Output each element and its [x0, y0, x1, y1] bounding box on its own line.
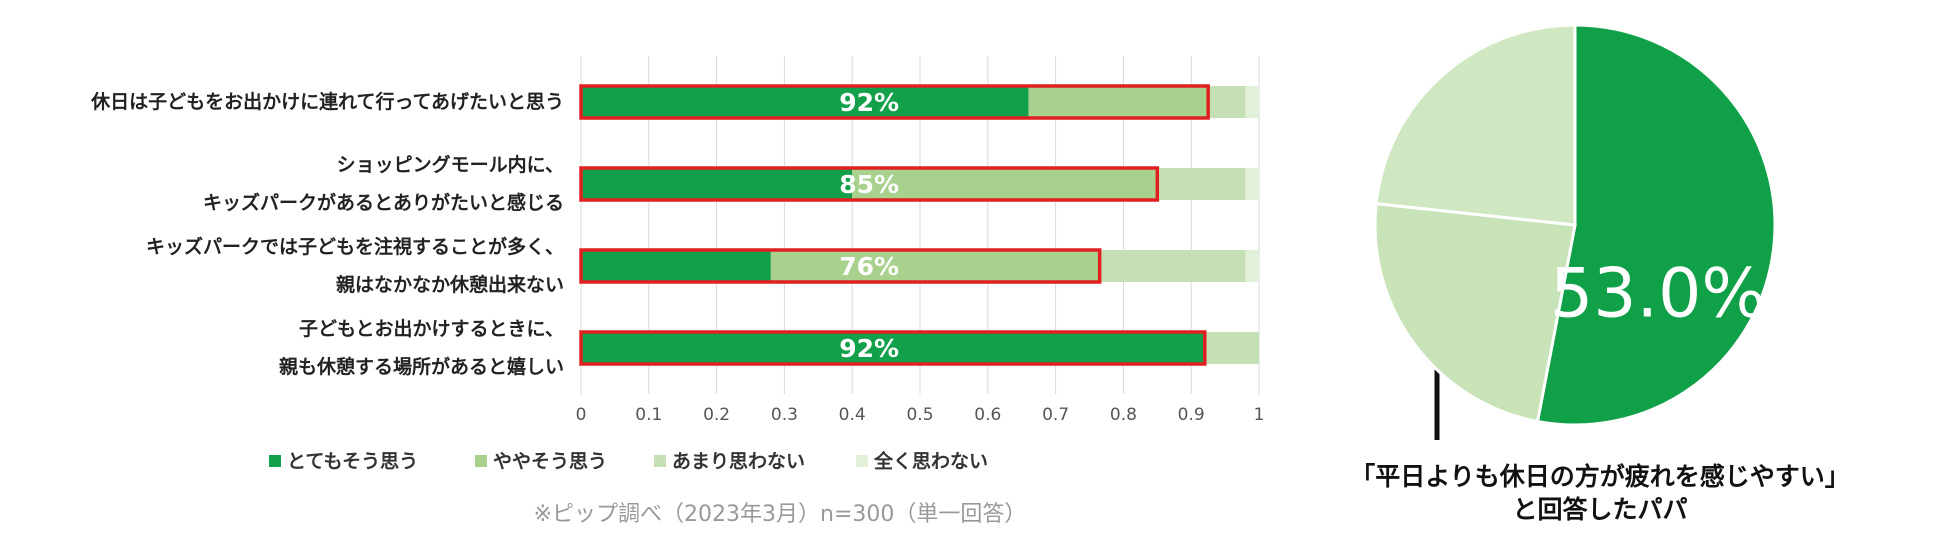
legend-label: とてもそう思う: [287, 451, 418, 473]
highlight-box: [579, 248, 1102, 284]
category-label: キッズパークでは子どもを注視することが多く、 親はなかなか休憩出来ない: [145, 236, 564, 296]
bar-segment: [1245, 250, 1259, 282]
x-tick-label: 0.5: [906, 405, 933, 425]
legend-marker: [269, 455, 281, 467]
bar-label: 92%: [839, 88, 899, 117]
x-tick-label: 0.4: [839, 405, 866, 425]
pie-slice: [1374, 23, 1577, 227]
highlight-box: [579, 84, 1210, 120]
category-label: 休日は子どもをお出かけに連れて行ってあげたいと思う: [91, 91, 564, 113]
x-tick-label: 0.3: [771, 405, 798, 425]
bar-segment: [1245, 86, 1259, 118]
x-tick-label: 0: [576, 405, 587, 425]
legend-marker: [856, 455, 868, 467]
x-tick-label: 0.1: [635, 405, 662, 425]
x-tick-label: 0.8: [1110, 405, 1137, 425]
legend-marker: [654, 455, 666, 467]
x-tick-label: 0.2: [703, 405, 730, 425]
bar-segment: [1245, 168, 1259, 200]
bar-segment: [581, 250, 771, 282]
category-label: ショッピングモール内に、 キッズパークがあるとありがたいと感じる: [202, 154, 564, 214]
pie-slice: [1535, 23, 1777, 427]
legend-label: あまり思わない: [672, 451, 805, 473]
bar-segment: [1208, 86, 1246, 118]
x-tick-label: 1: [1254, 405, 1265, 425]
bar-label: 76%: [839, 252, 899, 281]
bar-segment: [852, 168, 1158, 200]
bar-label: 92%: [839, 334, 899, 363]
bar-segment: [581, 86, 1029, 118]
bar-segment: [770, 250, 1100, 282]
bar-segment: [1099, 250, 1246, 282]
bar-segment: [1157, 168, 1246, 200]
annotation: 「平日よりも休日の方が疲れを感じやすい」: [1350, 462, 1850, 491]
legend-marker: [475, 455, 487, 467]
category-label: 子どもとお出かけするときに、 親も休憩する場所があると嬉しい: [278, 318, 564, 378]
slice-label: 53.0%: [1550, 255, 1766, 334]
bar-segment: [581, 332, 1205, 364]
x-tick-label: 0.7: [1042, 405, 1069, 425]
bar-segment: [1204, 332, 1259, 364]
legend-label: ややそう思う: [493, 451, 607, 473]
bar-segment: [1028, 86, 1209, 118]
bar-label: 85%: [839, 170, 899, 199]
bar-segment: [581, 168, 853, 200]
x-tick-label: 0.6: [974, 405, 1001, 425]
footnote: ※ピップ調べ（2023年3月）n=300（単一回答）: [534, 502, 1027, 527]
x-tick-label: 0.9: [1178, 405, 1205, 425]
pie-slice: [1373, 202, 1577, 424]
annotation: と回答したパパ: [1512, 495, 1687, 524]
highlight-box: [579, 166, 1160, 202]
highlight-box: [579, 330, 1207, 366]
legend-label: 全く思わない: [873, 450, 988, 473]
